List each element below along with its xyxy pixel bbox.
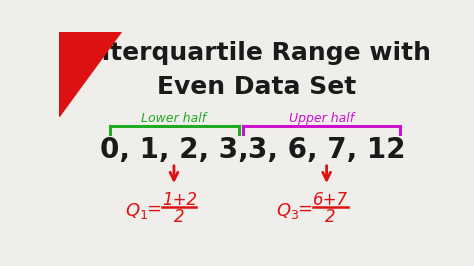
Text: Lower half: Lower half [141,112,207,125]
Text: 6+7: 6+7 [313,191,348,209]
Text: 2: 2 [174,208,185,226]
Text: $Q_3$: $Q_3$ [276,201,300,221]
Text: =: = [297,200,312,218]
Text: Interquartile Range with: Interquartile Range with [83,41,431,65]
Text: Upper half: Upper half [289,112,354,125]
Text: 1+2: 1+2 [162,191,197,209]
Text: =: = [146,200,161,218]
Text: 2: 2 [325,208,336,226]
Text: 0, 1, 2, 3,: 0, 1, 2, 3, [100,136,248,164]
Text: $Q_1$: $Q_1$ [125,201,148,221]
Text: 3, 6, 7, 12: 3, 6, 7, 12 [248,136,405,164]
Text: Even Data Set: Even Data Set [157,75,356,99]
Polygon shape [59,32,121,117]
